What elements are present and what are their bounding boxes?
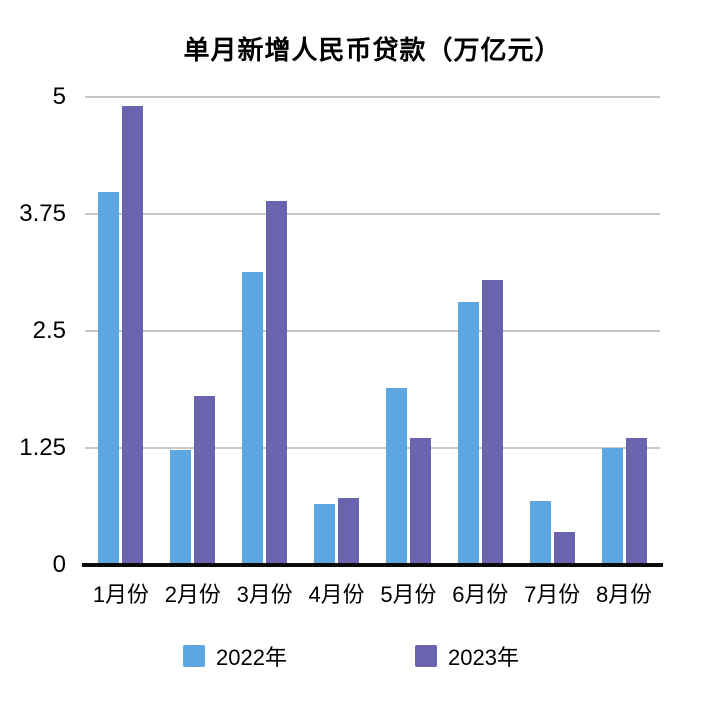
x-tick-label-1月份: 1月份 bbox=[92, 582, 150, 607]
y-tick-label-0: 0 bbox=[52, 551, 66, 578]
x-tick-label-6月份: 6月份 bbox=[452, 582, 509, 607]
bar-2022年-1月份 bbox=[98, 192, 120, 565]
bar-2022年-2月份 bbox=[170, 449, 192, 565]
bar-2023年-2月份 bbox=[194, 395, 216, 565]
legend-swatch-2023 bbox=[415, 645, 437, 667]
chart-title: 单月新增人民币贷款（万亿元） bbox=[183, 35, 562, 65]
bar-2023年-3月份 bbox=[266, 200, 288, 565]
bar-2023年-5月份 bbox=[409, 437, 431, 565]
y-tick-label-3.75: 3.75 bbox=[19, 200, 66, 227]
plot-area bbox=[82, 96, 663, 567]
x-tick-label-3月份: 3月份 bbox=[236, 582, 293, 607]
bar-2022年-4月份 bbox=[314, 504, 336, 565]
x-tick-label-7月份: 7月份 bbox=[524, 582, 581, 607]
legend-swatch-2022 bbox=[183, 645, 206, 667]
gridline-1.25 bbox=[85, 447, 660, 449]
bar-2022年-8月份 bbox=[601, 448, 623, 565]
x-tick-label-2月份: 2月份 bbox=[164, 582, 221, 607]
bar-2023年-4月份 bbox=[338, 497, 360, 565]
bar-2023年-7月份 bbox=[553, 532, 575, 565]
gridline-3.75 bbox=[85, 213, 660, 215]
bar-2022年-3月份 bbox=[242, 272, 264, 565]
legend-label-2022: 2022年 bbox=[216, 645, 287, 670]
y-tick-label-5: 5 bbox=[52, 83, 66, 110]
x-tick-label-4月份: 4月份 bbox=[308, 582, 365, 607]
bar-2022年-6月份 bbox=[457, 301, 479, 565]
legend: 2022年 2023年 bbox=[0, 640, 702, 672]
legend-item-2023: 2023年 bbox=[415, 640, 519, 672]
x-tick-label-8月份: 8月份 bbox=[595, 582, 653, 607]
gridline-2.5 bbox=[85, 330, 660, 332]
x-tick-label-5月份: 5月份 bbox=[380, 582, 437, 607]
x-axis-labels: 1月份 2月份 3月份 4月份 5月份 6月份 7月份 8月份 bbox=[85, 577, 660, 607]
legend-item-2022: 2022年 bbox=[183, 640, 287, 672]
bar-2023年-6月份 bbox=[481, 279, 503, 565]
x-axis-line bbox=[82, 563, 663, 567]
y-axis-labels: 0 1.25 2.5 3.75 5 bbox=[0, 83, 66, 578]
legend-label-2023: 2023年 bbox=[448, 645, 519, 670]
y-tick-label-2.5: 2.5 bbox=[32, 317, 66, 344]
y-tick-label-1.25: 1.25 bbox=[19, 434, 66, 461]
gridline-5 bbox=[85, 96, 660, 98]
bar-2022年-7月份 bbox=[529, 501, 551, 565]
bar-2023年-1月份 bbox=[122, 106, 144, 565]
bar-2022年-5月份 bbox=[385, 388, 407, 565]
bar-2023年-8月份 bbox=[625, 437, 647, 565]
